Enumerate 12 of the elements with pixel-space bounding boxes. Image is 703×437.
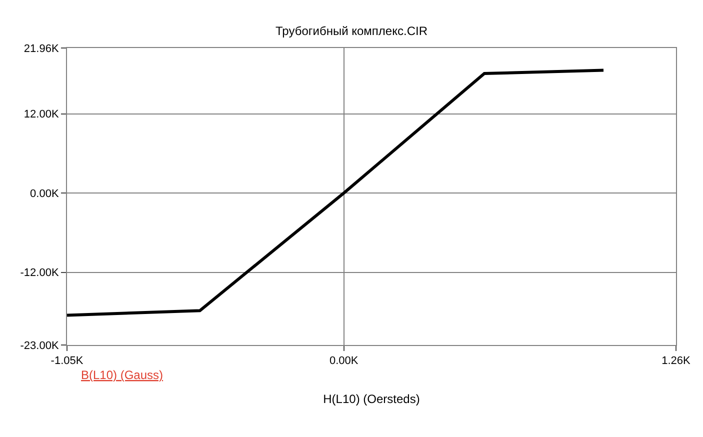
x-axis-title: H(L10) (Oersteds) — [323, 392, 420, 406]
line-series — [67, 68, 605, 317]
x-tick-label: -1.05K — [50, 355, 84, 368]
x-tick-label: 1.26K — [662, 355, 692, 368]
y-tick-label: 0.00K — [30, 188, 60, 200]
chart-title: Трубогибный комплекс.CIR — [276, 24, 428, 38]
y-tick-label: 12.00K — [24, 108, 60, 121]
y-tick-label: -23.00K — [20, 340, 60, 352]
x-tick-label: 0.00K — [329, 355, 359, 368]
text: B(L10) (Gauss) — [81, 368, 164, 382]
y-tick-label: 21.96K — [24, 42, 60, 55]
y-tick-label: -12.00K — [20, 267, 60, 280]
